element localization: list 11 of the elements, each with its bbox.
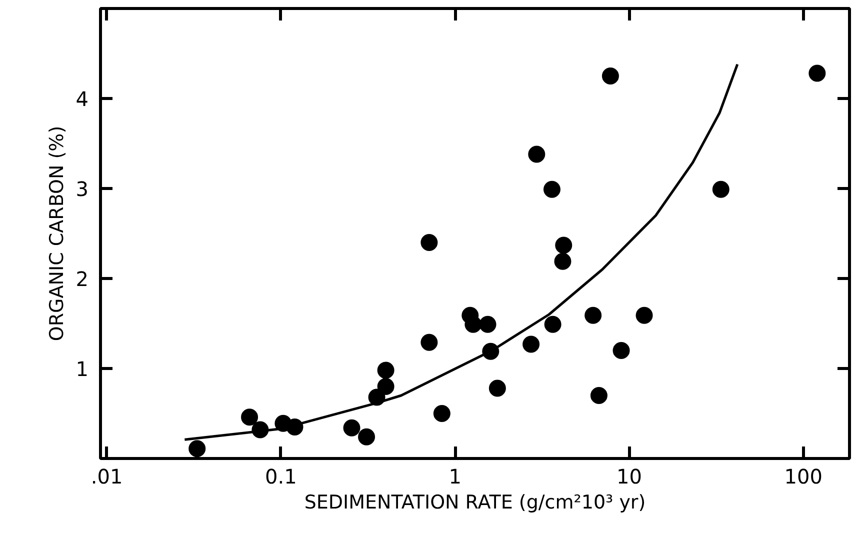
x-tick-label: .01 [90,464,123,488]
y-axis-title: ORGANIC CARBON (%) [46,126,68,342]
y-tick-label: 4 [76,87,89,111]
x-tick-label: 100 [784,464,822,488]
x-tick-label: 10 [616,464,642,488]
x-tick-label: 1 [448,464,462,488]
y-tick-label: 3 [76,177,89,201]
y-tick-label: 1 [76,357,89,381]
x-axis-title: SEDIMENTATION RATE (g/cm²10³ yr) [304,492,646,514]
y-tick-label: 2 [76,267,89,291]
x-tick-label: 0.1 [265,464,297,488]
